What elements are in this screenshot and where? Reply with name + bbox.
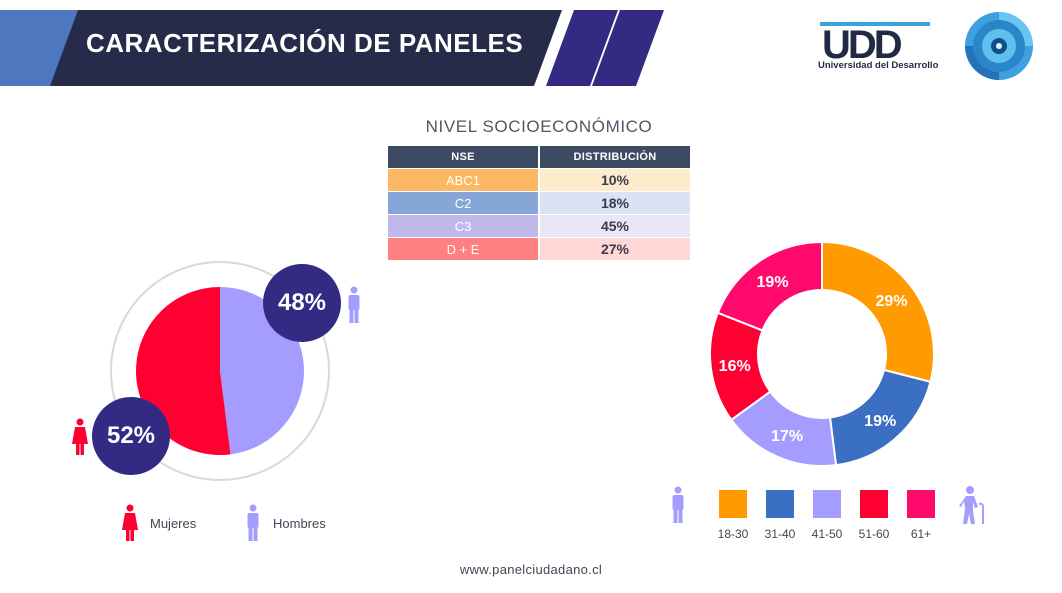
legend-label: 31-40 bbox=[764, 527, 796, 541]
legend-man-icon bbox=[247, 504, 259, 541]
footer-url[interactable]: www.panelciudadano.cl bbox=[459, 562, 603, 577]
legend-woman-icon bbox=[122, 504, 138, 541]
nse-label: ABC1 bbox=[388, 169, 540, 192]
donut-data-label: 19% bbox=[757, 274, 789, 291]
nse-value: 27% bbox=[540, 238, 690, 261]
nse-value: 45% bbox=[540, 215, 690, 238]
nse-title: NIVEL SOCIOECONÓMICO bbox=[425, 117, 653, 136]
donut-slice-61+ bbox=[716, 240, 823, 332]
legend-label: 41-50 bbox=[811, 527, 843, 541]
legend-swatch-31-40 bbox=[766, 490, 794, 518]
donut-data-label: 29% bbox=[876, 293, 908, 310]
nse-label: D + E bbox=[388, 238, 540, 261]
donut-data-label: 19% bbox=[864, 413, 896, 430]
legend-men-label: Hombres bbox=[273, 516, 326, 531]
legend-label: 51-60 bbox=[858, 527, 890, 541]
legend-label: 61+ bbox=[910, 527, 932, 541]
elder-person-icon bbox=[959, 486, 984, 524]
legend-swatch-51-60 bbox=[860, 490, 888, 518]
women-percent-bubble: 52% bbox=[92, 397, 170, 475]
man-icon bbox=[348, 286, 360, 323]
globe-logo bbox=[965, 12, 1033, 80]
legend-swatch-41-50 bbox=[813, 490, 841, 518]
age-donut-chart: 29% 19% 17% 16% 19% bbox=[709, 240, 935, 467]
nse-row-de: D + E 27% bbox=[388, 238, 690, 261]
donut-slice-18-30 bbox=[821, 240, 935, 384]
legend-swatch-18-30 bbox=[719, 490, 747, 518]
nse-row-c2: C2 18% bbox=[388, 192, 690, 215]
udd-logo-letters: UDD bbox=[822, 23, 902, 67]
nse-header-nse: NSE bbox=[388, 146, 540, 169]
men-percent-bubble: 48% bbox=[263, 264, 341, 342]
header-banner bbox=[0, 10, 664, 86]
legend-label: 18-30 bbox=[717, 527, 749, 541]
nse-header-distribution: DISTRIBUCIÓN bbox=[540, 146, 690, 169]
udd-logo: UDD bbox=[820, 22, 930, 67]
nse-label: C2 bbox=[388, 192, 540, 215]
legend-swatch-61+ bbox=[907, 490, 935, 518]
nse-table: NSE DISTRIBUCIÓN ABC1 10% C2 18% C3 45% … bbox=[388, 146, 690, 261]
legend-women-label: Mujeres bbox=[150, 516, 197, 531]
nse-row-abc1: ABC1 10% bbox=[388, 169, 690, 192]
page-title: CARACTERIZACIÓN DE PANELES bbox=[86, 28, 524, 58]
udd-logo-text: Universidad del Desarrollo bbox=[818, 60, 939, 71]
woman-icon bbox=[72, 418, 88, 455]
donut-data-label: 17% bbox=[771, 428, 803, 445]
gender-outer-ring bbox=[110, 261, 330, 481]
nse-row-c3: C3 45% bbox=[388, 215, 690, 238]
nse-header-row: NSE DISTRIBUCIÓN bbox=[388, 146, 690, 169]
nse-value: 18% bbox=[540, 192, 690, 215]
nse-label: C3 bbox=[388, 215, 540, 238]
donut-data-label: 16% bbox=[719, 358, 751, 375]
person-icon bbox=[672, 486, 684, 523]
nse-value: 10% bbox=[540, 169, 690, 192]
